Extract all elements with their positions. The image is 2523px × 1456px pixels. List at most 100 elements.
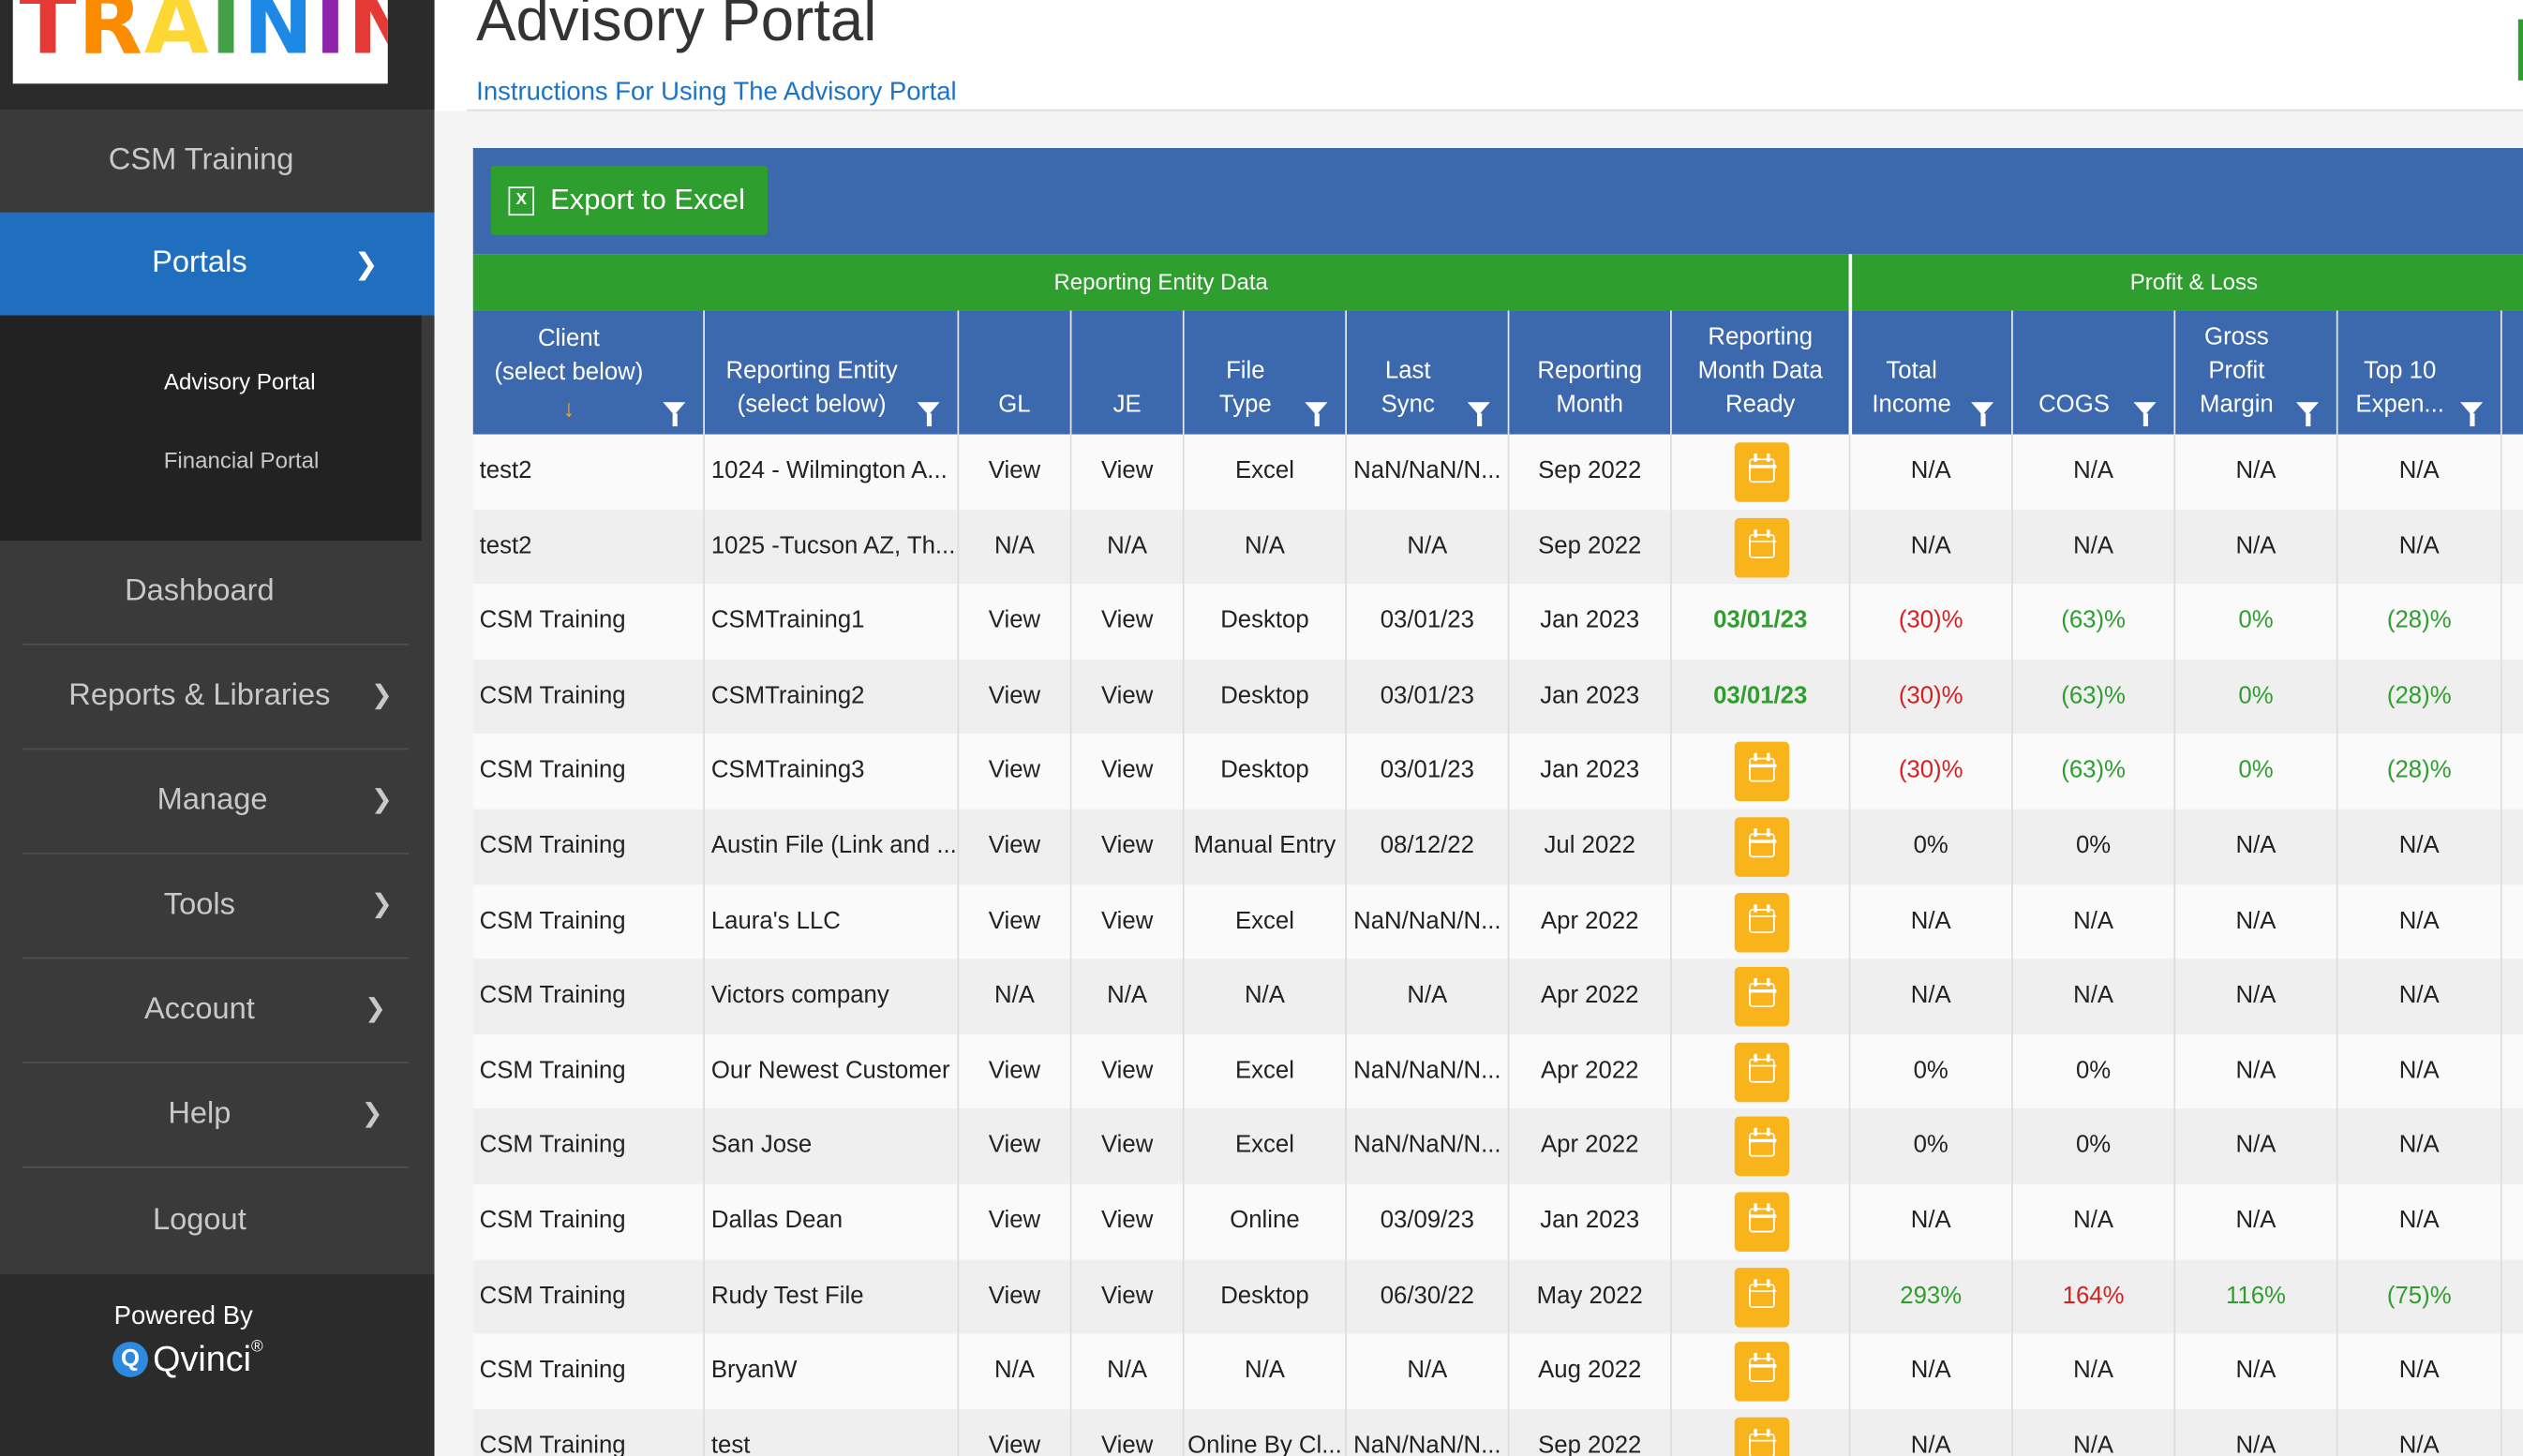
filter-icon[interactable] [917,402,940,427]
sidebar-item-logout[interactable]: Logout [22,1169,409,1272]
cell-je[interactable]: View [1071,734,1185,810]
calendar-icon[interactable] [1733,1417,1789,1456]
cell-je[interactable]: View [1071,659,1185,735]
cell-data-ready[interactable] [1672,734,1851,810]
cell-gl[interactable]: View [959,584,1072,660]
cell-data-ready[interactable] [1672,1333,1851,1409]
cell-je[interactable]: View [1071,1108,1185,1184]
table-row[interactable]: test2 1024 - Wilmington A... View View Excel… [472,434,2523,510]
calendar-icon[interactable] [1733,967,1789,1027]
cell-data-ready[interactable] [1672,884,1851,959]
cell-je[interactable]: View [1071,809,1185,884]
subnav-item-financial-portal[interactable]: Financial Portal [163,447,320,473]
cell-data-ready[interactable] [1672,1033,1851,1109]
sidebar-item-dashboard[interactable]: Dashboard [22,541,410,646]
filter-icon[interactable] [1467,402,1490,427]
calendar-icon[interactable] [1733,1192,1789,1252]
filter-icon[interactable] [2295,402,2319,427]
cell-data-ready[interactable] [1672,1258,1851,1334]
cell-je[interactable]: View [1071,1408,1185,1456]
calendar-icon[interactable] [1733,742,1789,802]
cell-gl[interactable]: View [959,1108,1072,1184]
cell-je[interactable]: View [1071,434,1185,510]
qvinci-logo: Q Qvinci ® [112,1339,263,1381]
cell-je[interactable]: View [1071,1033,1185,1109]
calendar-icon[interactable] [1733,1042,1789,1102]
table-row[interactable]: CSM Training CSMTraining2 View View Desktop 0… [472,659,2523,735]
calendar-icon[interactable] [1733,1117,1789,1177]
sidebar-item-help[interactable]: Help ❯ [22,1063,410,1168]
sidebar-item-account[interactable]: Account ❯ [22,958,410,1064]
sidebar-item-tools[interactable]: Tools ❯ [22,854,410,959]
table-row[interactable]: CSM Training Austin File (Link and ... Vie… [472,809,2523,884]
export-to-excel-button[interactable]: X Export to Excel [490,165,768,235]
sidebar-item-reports-libraries[interactable]: Reports & Libraries ❯ [22,646,410,750]
table-row[interactable]: CSM Training test View View Online By Cl... N… [472,1408,2523,1456]
cell-data-ready[interactable] [1672,1108,1851,1184]
calendar-icon[interactable] [1733,892,1789,952]
subnav-item-advisory-portal[interactable]: Advisory Portal [163,368,316,394]
cell-gl[interactable]: View [959,1408,1072,1456]
cell-overflow [2502,585,2523,660]
table-row[interactable]: CSM Training Dallas Dean View View Online 03/… [472,1183,2523,1259]
table-row[interactable]: test2 1025 -Tucson AZ, Th... N/A N/A N/A N/A S… [472,509,2523,585]
cell-gl[interactable]: View [959,434,1072,510]
cell-gl[interactable]: View [959,659,1072,735]
calendar-icon[interactable] [1733,1267,1789,1327]
column-header-gross-profit-margin[interactable]: Gross Profit Margin [2175,310,2338,435]
calendar-icon[interactable] [1733,817,1789,877]
org-name[interactable]: CSM Training [108,142,294,177]
calendar-icon[interactable] [1733,1342,1789,1402]
cell-gl[interactable]: View [959,809,1072,884]
calendar-icon[interactable] [1733,517,1789,577]
column-header-top-10-expenses[interactable]: Top 10 Expen... [2338,310,2502,435]
table-row[interactable]: CSM Training Laura's LLC View View Excel NaN/… [472,884,2523,959]
cell-cogs: N/A [2013,884,2176,959]
table-row[interactable]: CSM Training Our Newest Customer View View E… [472,1033,2523,1109]
cell-data-ready[interactable] [1672,509,1851,585]
cell-gl[interactable]: View [959,1258,1072,1334]
column-header-reporting-entity[interactable]: Reporting Entity (select below) [705,310,960,435]
table-row[interactable]: CSM Training CSMTraining3 View View Desktop 0… [472,734,2523,810]
sidebar-item-portals[interactable]: Portals ❯ [0,212,448,316]
column-header-gl[interactable]: GL [959,310,1072,435]
cell-data-ready[interactable] [1672,809,1851,884]
cell-last-sync: 03/01/23 [1347,734,1510,810]
cell-je[interactable]: View [1071,1258,1185,1334]
table-row[interactable]: CSM Training CSMTraining1 View View Desktop 0… [472,584,2523,660]
column-header-last-sync[interactable]: Last Sync [1347,310,1510,435]
filter-icon[interactable] [663,402,686,427]
cell-data-ready[interactable] [1672,1408,1851,1456]
column-header-client[interactable]: Client (select below) ↓ [473,310,705,435]
table-row[interactable]: CSM Training San Jose View View Excel NaN/NaN… [472,1108,2523,1184]
filter-icon[interactable] [2133,402,2157,427]
column-header-data-ready[interactable]: Reporting Month Data Ready [1672,310,1851,435]
cell-last-sync: N/A [1347,509,1510,585]
cell-je[interactable]: View [1071,884,1185,959]
cell-gl[interactable]: View [959,734,1072,810]
table-row[interactable]: CSM Training Victors company N/A N/A N/A N/A A… [472,958,2523,1034]
filter-icon[interactable] [2460,402,2484,427]
cell-gl[interactable]: View [959,1033,1072,1109]
column-header-reporting-month[interactable]: Reporting Month [1509,310,1672,435]
sidebar-item-manage[interactable]: Manage ❯ [22,750,410,854]
calendar-icon[interactable] [1733,442,1789,502]
cell-data-ready[interactable] [1672,1183,1851,1259]
instructions-link[interactable]: Instructions For Using The Advisory Port… [476,79,957,107]
sort-down-icon[interactable]: ↓ [562,395,575,423]
cell-je[interactable]: View [1071,1183,1185,1259]
filter-icon[interactable] [1305,402,1328,427]
column-header-je[interactable]: JE [1071,310,1185,435]
table-row[interactable]: CSM Training Rudy Test File View View Deskto… [472,1258,2523,1334]
column-header-file-type[interactable]: File Type [1185,310,1347,435]
column-header-label: Reporting Month [1537,357,1643,419]
column-header-total-income[interactable]: Total Income [1850,310,2013,435]
table-row[interactable]: CSM Training BryanW N/A N/A N/A N/A Aug 2022 N/… [472,1333,2523,1409]
cell-je[interactable]: View [1071,584,1185,660]
cell-data-ready[interactable] [1672,958,1851,1034]
filter-icon[interactable] [1971,402,1994,427]
cell-gl[interactable]: View [959,1183,1072,1259]
cell-gl[interactable]: View [959,884,1072,959]
cell-data-ready[interactable] [1672,434,1851,510]
column-header-cogs[interactable]: COGS [2013,310,2176,435]
